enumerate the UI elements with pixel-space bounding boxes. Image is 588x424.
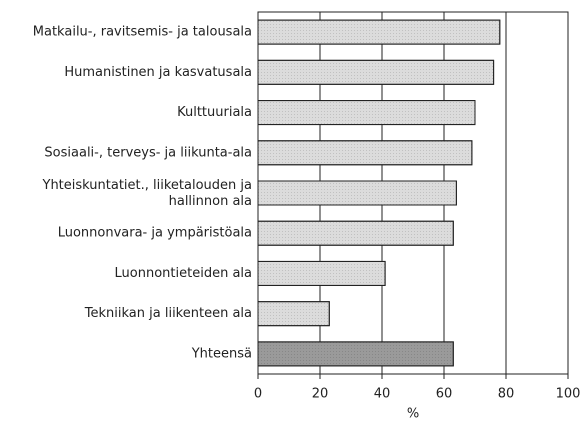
x-tick-label: 80 [498,387,515,402]
bar-texture [257,220,454,246]
y-tick-label: Luonnontieteiden ala [115,266,252,281]
y-tick-label: Tekniikan ja liikenteen ala [84,306,252,321]
bar-texture [257,260,386,286]
bar-texture [257,140,473,166]
y-tick-label: Humanistinen ja kasvatusala [64,65,252,80]
x-tick-label: 100 [556,387,581,402]
x-tick-label: 0 [254,387,262,402]
x-tick-label: 60 [436,387,453,402]
x-tick-label: 20 [312,387,329,402]
y-tick-label: Kulttuuriala [177,105,252,120]
x-tick-label: 40 [374,387,391,402]
bar-texture [257,180,457,206]
bar-texture [257,19,501,45]
y-tick-label: Yhteensä [191,346,252,361]
bar-texture [257,100,476,126]
bar-texture [257,301,330,327]
y-tick-label: Yhteiskuntatiet., liiketalouden ja hallin… [42,178,253,209]
bar-texture [257,341,454,367]
y-tick-label: Matkailu-, ravitsemis- ja talousala [33,25,252,40]
bar-texture [257,59,495,85]
y-tick-label: Luonnonvara- ja ympäristöala [58,226,252,241]
x-axis-label: % [407,407,419,422]
y-tick-label: Sosiaali-, terveys- ja liikunta-ala [44,145,252,160]
